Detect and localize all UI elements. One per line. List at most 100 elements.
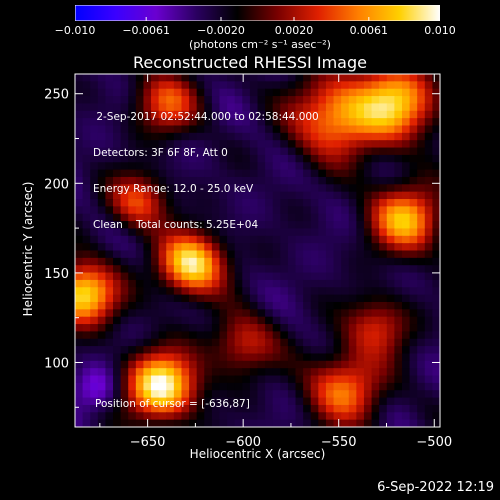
heatmap-cell — [318, 176, 327, 185]
heatmap-cell — [211, 265, 220, 274]
heatmap-cell — [128, 265, 137, 274]
heatmap-cell — [181, 382, 190, 391]
heatmap-cell — [105, 184, 114, 193]
heatmap-cell — [318, 324, 327, 332]
heatmap-cell — [97, 316, 106, 325]
heatmap-cell — [97, 279, 106, 288]
heatmap-cell — [318, 169, 327, 178]
heatmap-cell — [280, 250, 289, 259]
heatmap-cell — [280, 125, 289, 134]
heatmap-cell — [341, 404, 350, 413]
heatmap-cell — [90, 257, 99, 266]
heatmap-cell — [82, 74, 91, 82]
heatmap-cell — [151, 140, 160, 149]
heatmap-cell — [287, 272, 297, 281]
heatmap-cell — [97, 206, 106, 215]
heatmap-cell — [143, 257, 152, 266]
heatmap-cell — [128, 309, 137, 318]
heatmap-cell — [295, 346, 304, 354]
heatmap-cell — [348, 154, 357, 163]
heatmap-cell — [379, 96, 388, 104]
heatmap-cell — [432, 154, 441, 163]
heatmap-cell — [325, 265, 335, 274]
heatmap-cell — [325, 169, 335, 178]
heatmap-cell — [90, 316, 99, 325]
heatmap-cell — [249, 140, 258, 149]
heatmap-cell — [432, 390, 441, 399]
heatmap-cell — [287, 382, 297, 391]
heatmap-cell — [249, 228, 258, 237]
heatmap-cell — [265, 243, 274, 251]
heatmap-cell — [242, 404, 251, 413]
heatmap-cell — [97, 103, 106, 112]
heatmap-cell — [409, 184, 418, 193]
heatmap-cell — [158, 169, 167, 178]
heatmap-cell — [379, 176, 388, 185]
heatmap-cell — [265, 206, 274, 215]
heatmap-cell — [105, 331, 114, 340]
heatmap-cell — [371, 81, 380, 90]
heatmap-cell — [120, 412, 129, 421]
heatmap-cell — [75, 176, 84, 185]
heatmap-cell — [135, 360, 144, 369]
heatmap-cell — [135, 338, 144, 347]
heatmap-cell — [219, 162, 228, 171]
heatmap-cell — [386, 147, 395, 156]
heatmap-cell — [424, 74, 433, 82]
heatmap-cell — [417, 206, 426, 215]
heatmap-cell — [295, 184, 304, 193]
heatmap-cell — [371, 250, 380, 259]
heatmap-cell — [371, 191, 380, 200]
heatmap-cell — [105, 324, 114, 332]
heatmap-cell — [90, 397, 99, 406]
heatmap-cell — [257, 125, 266, 134]
heatmap-cell — [90, 81, 99, 90]
heatmap-cell — [272, 103, 281, 112]
heatmap-cell — [143, 287, 152, 296]
heatmap-cell — [287, 419, 297, 428]
heatmap-cell — [272, 375, 281, 384]
heatmap-cell — [249, 199, 258, 207]
heatmap-cell — [386, 88, 395, 97]
heatmap-cell — [409, 353, 418, 362]
heatmap-cell — [173, 184, 182, 193]
heatmap-cell — [257, 375, 266, 384]
heatmap-cell — [295, 404, 304, 413]
heatmap-cell — [97, 118, 106, 126]
heatmap-cell — [265, 213, 274, 222]
heatmap-cell — [151, 110, 160, 119]
heatmap-cell — [371, 353, 380, 362]
heatmap-cell — [310, 353, 319, 362]
heatmap-cell — [135, 404, 144, 413]
heatmap-cell — [386, 397, 395, 406]
heatmap-cell — [242, 103, 251, 112]
heatmap-cell — [181, 125, 190, 134]
heatmap-cell — [409, 154, 418, 163]
heatmap-cell — [424, 301, 433, 310]
heatmap-cell — [158, 184, 167, 193]
heatmap-cell — [135, 419, 144, 428]
heatmap-cell — [143, 81, 152, 90]
heatmap-cell — [303, 154, 312, 163]
heatmap-cell — [151, 338, 160, 347]
heatmap-cell — [401, 397, 411, 406]
heatmap-cell — [341, 213, 350, 222]
heatmap-cell — [166, 154, 175, 163]
heatmap-cell — [128, 419, 137, 428]
heatmap-cell — [204, 331, 213, 340]
heatmap-cell — [310, 96, 319, 104]
heatmap-cell — [82, 412, 91, 421]
heatmap-cell — [432, 81, 441, 90]
heatmap-cell — [211, 368, 220, 377]
heatmap-cell — [158, 265, 167, 274]
heatmap-cell — [196, 176, 205, 185]
heatmap-cell — [257, 272, 266, 281]
heatmap-cell — [151, 132, 160, 141]
heatmap-cell — [181, 154, 190, 163]
heatmap-cell — [371, 316, 380, 325]
heatmap-cell — [325, 316, 335, 325]
heatmap-cell — [128, 324, 137, 332]
heatmap-cell — [371, 412, 380, 421]
heatmap-cell — [272, 368, 281, 377]
heatmap-cell — [151, 243, 160, 251]
